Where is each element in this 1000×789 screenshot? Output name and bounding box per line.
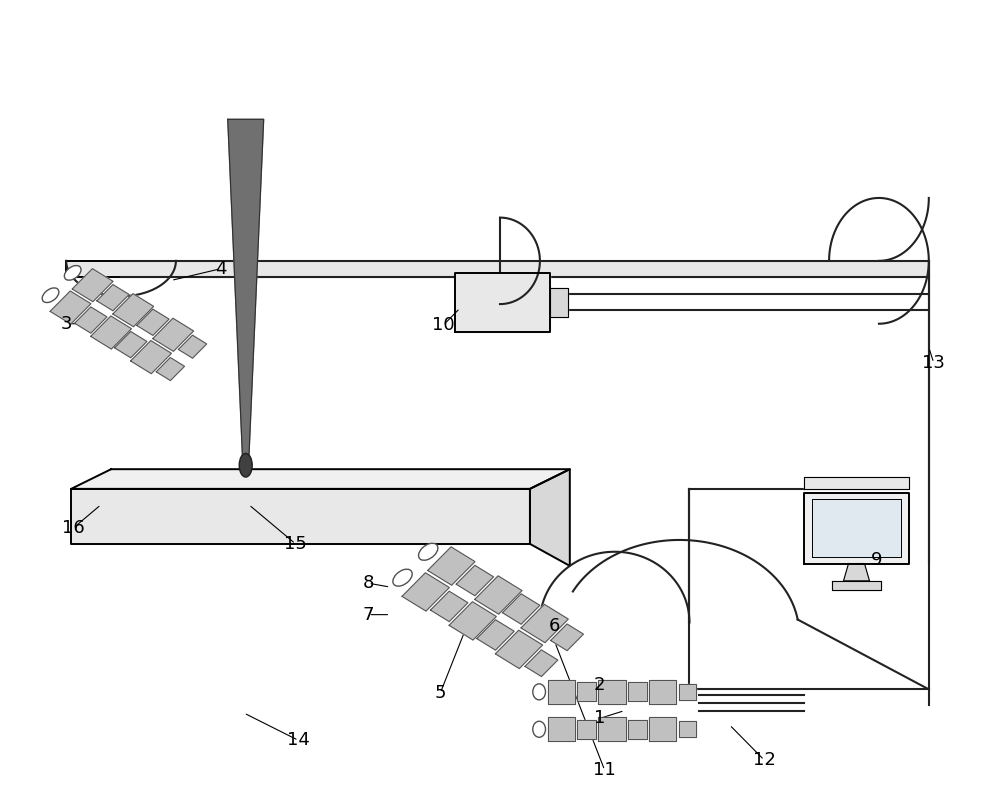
Polygon shape — [502, 594, 540, 624]
Polygon shape — [178, 335, 207, 358]
Text: 2: 2 — [594, 676, 605, 694]
Polygon shape — [628, 682, 647, 701]
Text: 15: 15 — [284, 535, 307, 553]
Polygon shape — [530, 469, 570, 566]
Polygon shape — [402, 573, 449, 611]
Polygon shape — [628, 720, 647, 739]
Text: 10: 10 — [432, 316, 454, 335]
Polygon shape — [844, 563, 869, 581]
Text: 7: 7 — [363, 606, 374, 623]
Text: 3: 3 — [60, 315, 72, 333]
Polygon shape — [153, 318, 194, 351]
Polygon shape — [113, 294, 154, 327]
Polygon shape — [649, 680, 676, 704]
Ellipse shape — [239, 454, 252, 477]
Polygon shape — [50, 291, 91, 324]
Polygon shape — [115, 331, 147, 357]
Polygon shape — [551, 624, 583, 651]
Text: 5: 5 — [434, 684, 446, 702]
Polygon shape — [71, 469, 570, 489]
Polygon shape — [455, 273, 550, 331]
Ellipse shape — [533, 684, 545, 700]
Polygon shape — [131, 341, 171, 374]
Text: 16: 16 — [62, 519, 85, 537]
Polygon shape — [812, 499, 901, 557]
Ellipse shape — [42, 288, 59, 302]
Text: 4: 4 — [215, 260, 227, 278]
Polygon shape — [832, 581, 881, 590]
Polygon shape — [804, 493, 909, 563]
Text: 11: 11 — [593, 761, 616, 780]
Polygon shape — [156, 357, 185, 380]
Polygon shape — [521, 604, 568, 643]
Text: 1: 1 — [594, 709, 605, 727]
Polygon shape — [679, 721, 696, 737]
Polygon shape — [598, 680, 626, 704]
Polygon shape — [550, 287, 568, 317]
Polygon shape — [137, 309, 169, 335]
Polygon shape — [97, 285, 129, 311]
Polygon shape — [649, 717, 676, 742]
Polygon shape — [548, 717, 575, 742]
Text: 12: 12 — [753, 751, 776, 769]
Polygon shape — [456, 566, 494, 596]
Polygon shape — [428, 547, 475, 585]
Polygon shape — [475, 576, 522, 614]
Ellipse shape — [533, 721, 545, 737]
Text: 9: 9 — [871, 551, 883, 569]
Polygon shape — [548, 680, 575, 704]
Polygon shape — [449, 602, 496, 640]
Polygon shape — [72, 269, 113, 301]
Polygon shape — [66, 261, 929, 277]
Polygon shape — [577, 682, 596, 701]
Ellipse shape — [419, 544, 438, 560]
Polygon shape — [598, 717, 626, 742]
Text: 13: 13 — [922, 354, 945, 372]
Polygon shape — [431, 591, 468, 622]
Polygon shape — [75, 307, 107, 333]
Polygon shape — [91, 316, 131, 349]
Polygon shape — [577, 720, 596, 739]
Polygon shape — [679, 684, 696, 700]
Polygon shape — [477, 620, 514, 650]
Polygon shape — [228, 119, 264, 462]
Ellipse shape — [393, 569, 412, 586]
Text: 14: 14 — [287, 731, 310, 750]
Polygon shape — [525, 650, 558, 676]
Polygon shape — [495, 630, 543, 668]
Text: 8: 8 — [363, 574, 374, 593]
Ellipse shape — [64, 266, 81, 280]
Text: 6: 6 — [549, 618, 561, 635]
Polygon shape — [804, 477, 909, 489]
Polygon shape — [71, 489, 530, 544]
